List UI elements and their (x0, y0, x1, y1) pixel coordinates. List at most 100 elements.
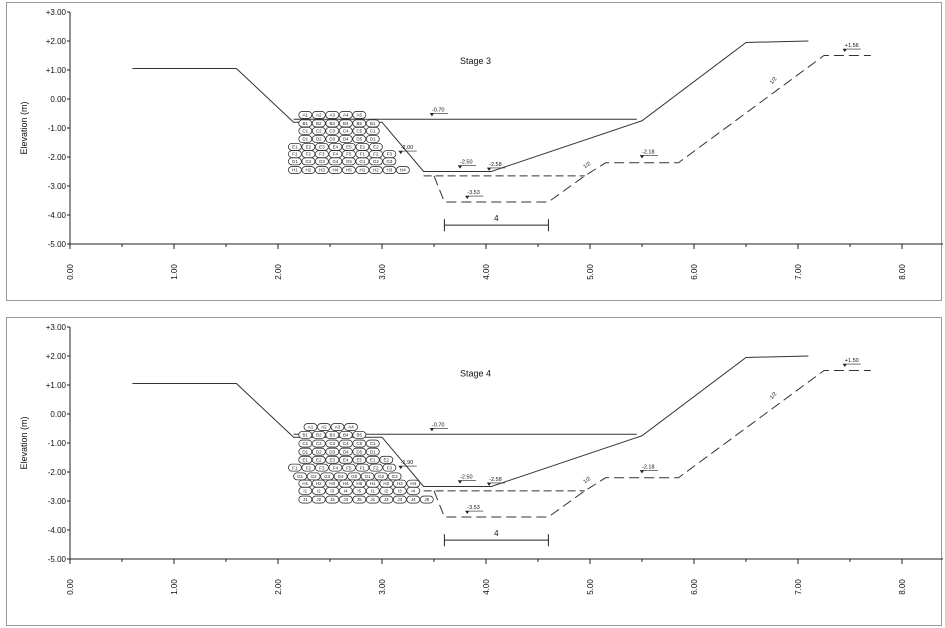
rock-block: H1 (365, 479, 380, 488)
rock-block-outline (298, 135, 313, 143)
rock-block: F2 (368, 150, 383, 159)
rock-block-outline (374, 472, 389, 481)
rock-block-code: F2 (306, 152, 312, 157)
rock-block-outline (311, 135, 326, 143)
rock-block: H1 (355, 166, 370, 174)
rock-block-code: B1 (303, 121, 309, 126)
rock-block: E1 (365, 455, 380, 464)
rock-block: G3 (382, 157, 397, 166)
rock-block-code: A4 (348, 425, 354, 430)
rock-block: B4 (338, 119, 353, 128)
rock-block-outline (365, 495, 380, 504)
x-tick-label: 6.00 (690, 579, 699, 595)
rock-block-code: I4 (411, 488, 415, 493)
rock-block: J1 (365, 495, 380, 504)
rock-block-outline (325, 447, 340, 456)
rock-block-code: H3 (387, 168, 393, 173)
rock-block-code: A4 (343, 113, 349, 118)
stage-label: Stage 4 (460, 368, 491, 378)
rock-block-outline (287, 463, 302, 472)
rock-block: E3 (325, 455, 340, 464)
rock-block-outline (347, 472, 362, 481)
rock-block-code: G5 (351, 474, 358, 479)
y-tick-label: -4.00 (48, 526, 67, 535)
x-tick-label: 1.00 (170, 264, 179, 280)
rock-block-outline (311, 111, 326, 119)
water-level-label: -0.70 (432, 107, 445, 113)
rock-block: E4 (328, 142, 343, 151)
y-tick-label: -1.00 (48, 439, 67, 448)
rock-block: H2 (311, 479, 326, 488)
rock-block: I3 (392, 486, 407, 495)
rock-block-code: I4 (344, 488, 348, 493)
rock-block-outline (311, 439, 326, 448)
rock-block-code: E2 (306, 144, 312, 149)
rock-block-code: I2 (384, 488, 388, 493)
rock-block: J5 (352, 495, 367, 504)
x-tick-label: 4.00 (482, 579, 491, 595)
rock-block-code: F2 (373, 465, 379, 470)
rock-block-outline (311, 495, 326, 504)
rock-block: H3 (392, 479, 407, 488)
x-tick-label: 1.00 (170, 579, 179, 595)
rock-block-outline (317, 423, 331, 431)
rock-block: D1 (365, 135, 380, 143)
rock-block-code: E1 (360, 144, 366, 149)
rock-block-code: H3 (329, 481, 335, 486)
rock-block-code: I1 (303, 488, 307, 493)
width-dimension-label: 4 (494, 214, 499, 223)
rock-block: F1 (355, 463, 370, 472)
rock-block-outline (328, 142, 343, 151)
rock-block-code: F5 (346, 152, 352, 157)
rock-block: G5 (347, 472, 362, 481)
rock-block-outline (352, 135, 367, 143)
dredge-level-label: -3.53 (467, 190, 480, 196)
rock-block-code: E4 (343, 457, 349, 462)
rock-block: A3 (330, 423, 345, 431)
water-level-label: -0.70 (432, 422, 445, 428)
rock-block-outline (325, 495, 340, 504)
rock-block-outline (325, 439, 340, 448)
rock-block-code: C1 (370, 129, 376, 134)
rock-block: C5 (352, 439, 367, 448)
rock-block-code: E1 (292, 144, 298, 149)
rock-block-code: D3 (329, 449, 335, 454)
rock-block: A1 (298, 111, 313, 119)
rock-block-code: C3 (329, 441, 335, 446)
rock-block: H5 (352, 479, 367, 488)
rock-block-outline (355, 463, 370, 472)
rock-block-code: I1 (371, 488, 375, 493)
rock-block-code: H1 (360, 168, 366, 173)
x-tick-label: 6.00 (690, 264, 699, 280)
rock-block-code: G2 (311, 474, 318, 479)
rock-block: A5 (352, 111, 367, 119)
rock-block-outline (293, 472, 308, 481)
rock-block: B2 (311, 119, 326, 128)
right-slope-label: 1/2 (583, 476, 593, 485)
rock-block-outline (344, 423, 358, 431)
rock-block: C1 (298, 127, 313, 135)
rock-block-outline (320, 472, 335, 481)
rock-block-outline (365, 455, 380, 464)
rock-block-code: C4 (343, 441, 349, 446)
berm-level-label-marker (640, 470, 644, 474)
stage-4-section-panel: +3.00 +2.00 +1.00 0.00 -1.00 -2.00 -3.00 -4.00 -… (6, 317, 943, 626)
rock-block: G3 (320, 472, 335, 481)
rock-block-code: C1 (302, 129, 308, 134)
width-dimension-label: 4 (494, 529, 499, 538)
rock-block-outline (368, 166, 383, 174)
rock-block-outline (330, 423, 345, 431)
rock-block-outline (368, 142, 383, 151)
rock-block: F1 (287, 150, 302, 159)
dredge-level-label: -3.53 (467, 505, 480, 511)
rock-block-outline (306, 472, 321, 481)
rock-block-outline (352, 447, 367, 456)
rock-block-outline (325, 479, 340, 488)
rock-block-outline (328, 166, 343, 174)
rock-block: A1 (303, 423, 318, 431)
rock-block: G2 (368, 157, 383, 166)
rock-block: D2 (311, 447, 326, 456)
excavation-level-b-label: -2.58 (489, 477, 502, 483)
rock-block: G2 (306, 472, 321, 481)
rock-block-code: F1 (292, 152, 298, 157)
